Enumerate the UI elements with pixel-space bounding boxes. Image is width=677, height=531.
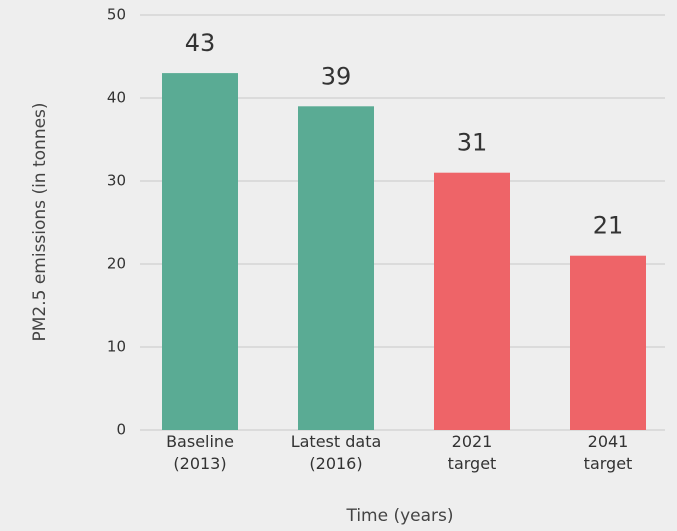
- x-tick-label: Latest data (2016): [291, 432, 382, 473]
- value-label: 39: [321, 62, 352, 90]
- bar: [570, 255, 646, 430]
- value-label: 21: [593, 212, 624, 240]
- value-label: 43: [185, 29, 216, 57]
- x-tick-label: 2021 target: [448, 432, 497, 473]
- bar: [298, 106, 374, 431]
- bar: [434, 172, 510, 430]
- x-tick-label: Baseline (2013): [166, 432, 234, 473]
- value-label: 31: [457, 129, 488, 157]
- y-tick-label: 0: [116, 421, 126, 439]
- y-tick-label: 20: [107, 255, 126, 273]
- bar: [162, 73, 238, 430]
- y-tick-label: 40: [107, 89, 126, 107]
- x-tick-label: 2041 target: [584, 432, 633, 473]
- y-tick-label: 30: [107, 172, 126, 190]
- x-axis-title: Time (years): [345, 506, 453, 526]
- y-tick-label: 10: [107, 338, 126, 356]
- y-tick-label: 50: [107, 6, 126, 24]
- y-axis-title: PM2.5 emissions (in tonnes): [30, 102, 50, 341]
